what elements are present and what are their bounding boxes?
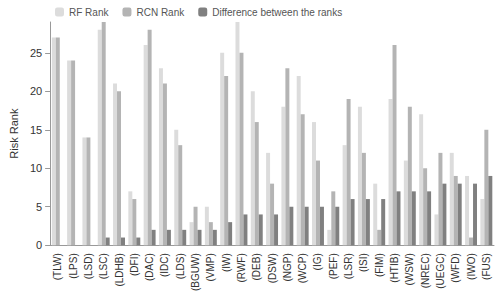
svg-text:(NGP): (NGP) [282, 253, 293, 281]
svg-text:(DEB): (DEB) [251, 253, 262, 280]
svg-text:(LDHB): (LDHB) [114, 253, 125, 286]
svg-text:(FUS): (FUS) [481, 253, 492, 280]
svg-text:(LSR): (LSR) [343, 253, 354, 279]
svg-text:RF Rank: RF Rank [69, 7, 109, 18]
svg-text:(DAC): (DAC) [144, 253, 155, 281]
svg-text:(FIM): (FIM) [374, 253, 385, 277]
svg-text:(LSD): (LSD) [83, 253, 94, 279]
svg-text:(IDC): (IDC) [159, 253, 170, 277]
svg-text:(BGUW): (BGUW) [190, 253, 201, 291]
svg-text:(DFI): (DFI) [129, 253, 140, 276]
svg-text:(DSW): (DSW) [267, 253, 278, 283]
svg-text:(RWF): (RWF) [236, 253, 247, 282]
svg-text:(HTIB): (HTIB) [389, 253, 400, 282]
svg-text:Risk Rank: Risk Rank [8, 108, 20, 159]
svg-text:(TLW): (TLW) [52, 253, 63, 280]
svg-text:10: 10 [30, 162, 42, 174]
svg-text:(LSC): (LSC) [98, 253, 109, 279]
svg-text:(ISI): (ISI) [358, 253, 369, 272]
svg-text:(IW): (IW) [221, 253, 232, 272]
svg-text:(IG): (IG) [312, 253, 323, 270]
svg-text:(VMP): (VMP) [205, 253, 216, 281]
svg-text:(WFD): (WFD) [450, 253, 461, 282]
svg-text:25: 25 [30, 47, 42, 59]
svg-text:(WCP): (WCP) [297, 253, 308, 283]
svg-text:RCN Rank: RCN Rank [136, 7, 185, 18]
svg-text:Difference between the ranks: Difference between the ranks [212, 7, 342, 18]
svg-text:(WSW): (WSW) [404, 253, 415, 285]
svg-text:20: 20 [30, 85, 42, 97]
svg-text:15: 15 [30, 124, 42, 136]
svg-text:(PEF): (PEF) [328, 253, 339, 279]
svg-text:(LDS): (LDS) [175, 253, 186, 279]
svg-text:5: 5 [36, 201, 42, 213]
svg-text:(IWO): (IWO) [466, 253, 477, 280]
svg-text:(UEGC): (UEGC) [435, 253, 446, 289]
svg-text:(NREC): (NREC) [420, 253, 431, 288]
svg-text:0: 0 [36, 239, 42, 251]
svg-text:(LPS): (LPS) [68, 253, 79, 279]
